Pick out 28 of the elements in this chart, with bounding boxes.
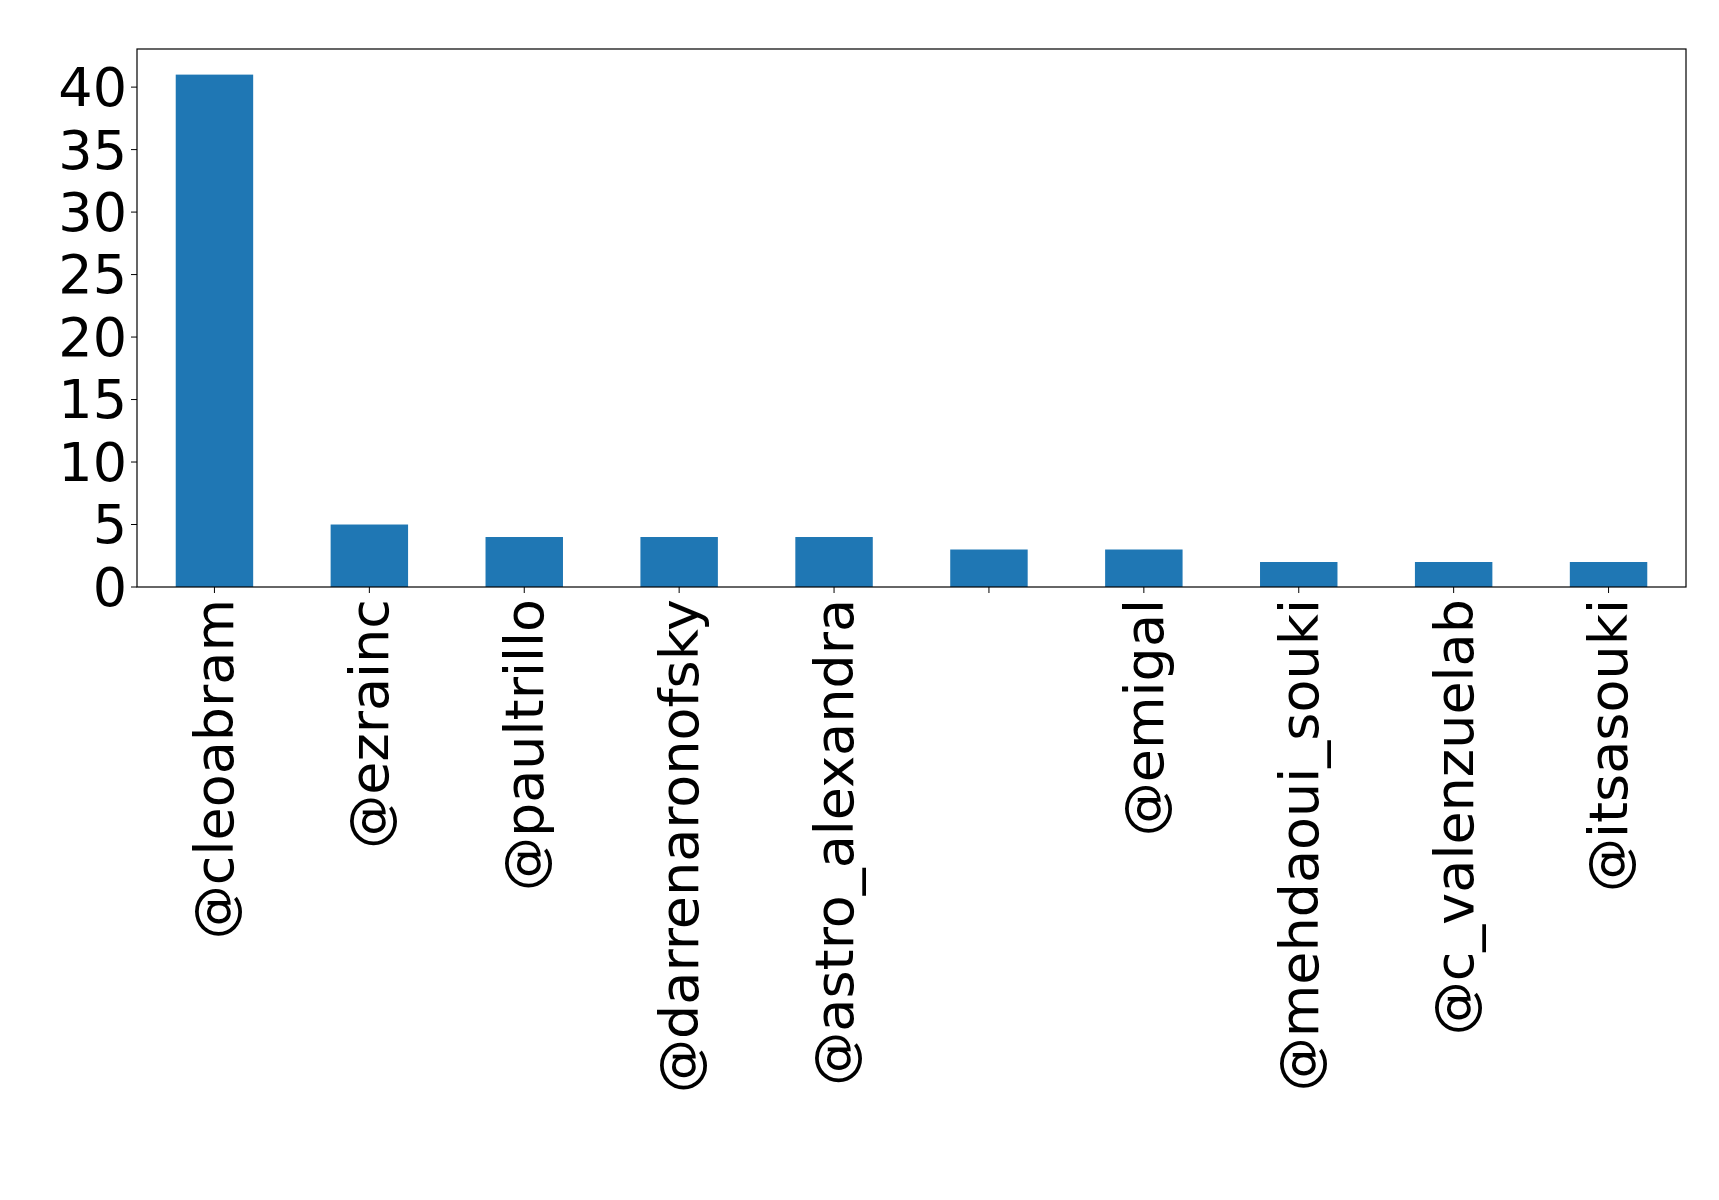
x-tick-label: @itsasouki [1577, 599, 1641, 893]
bar [795, 537, 873, 587]
y-tick-label: 20 [58, 305, 127, 369]
y-tick-label: 5 [92, 493, 127, 557]
y-tick-label: 10 [58, 430, 127, 494]
x-tick-label: @ezrainc [338, 599, 402, 849]
x-tick-label: @emigal [1112, 599, 1176, 837]
y-tick-label: 0 [92, 555, 127, 619]
bar [175, 74, 254, 587]
x-tick-label: @darrenaronofsky [648, 599, 712, 1093]
bar [330, 524, 409, 587]
y-tick-label: 40 [58, 56, 127, 120]
bar [950, 549, 1028, 587]
bar [640, 537, 718, 587]
x-tick-label: @astro_alexandra [802, 599, 866, 1086]
x-tick-label: @paultrillo [493, 599, 557, 892]
x-tick-label: @c_valenzuelab [1422, 599, 1486, 1036]
y-tick-label: 35 [58, 118, 127, 182]
bar [1105, 549, 1183, 587]
x-tick-label: @cleoabram [183, 599, 247, 940]
y-tick-label: 25 [58, 243, 127, 307]
bar [485, 537, 563, 587]
x-tick-label: @mehdaoui_souki [1267, 599, 1331, 1092]
bar [1260, 562, 1338, 587]
bar [1414, 562, 1493, 587]
bar [1569, 562, 1648, 587]
y-tick-label: 30 [58, 180, 127, 244]
y-tick-label: 15 [58, 368, 127, 432]
